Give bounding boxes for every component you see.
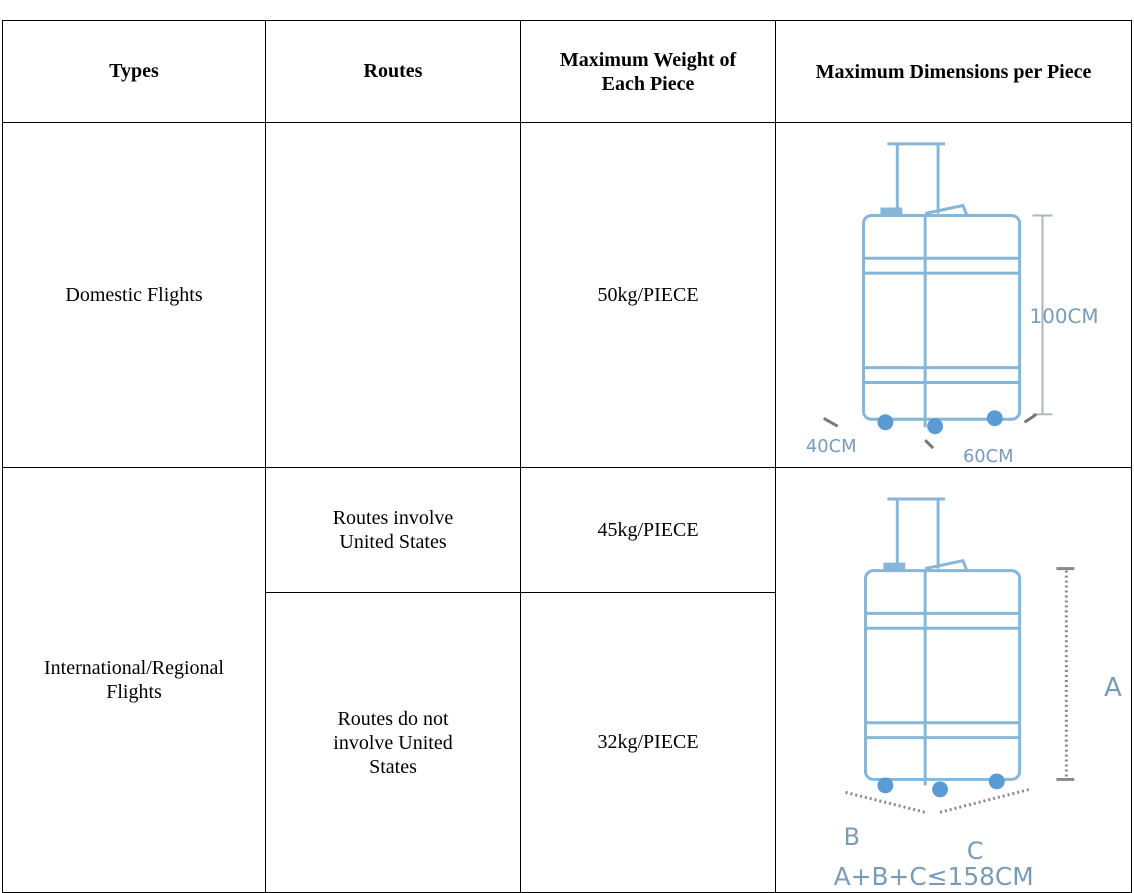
- header-row: Types Routes Maximum Weight of Each Piec…: [2, 20, 1132, 123]
- type: International/Regional Flights: [44, 657, 224, 703]
- cell: International/Regional Flights: [2, 467, 266, 893]
- suitcase-body: [864, 568, 1022, 781]
- route: Routes do not involve United States: [333, 707, 453, 778]
- wheel: [988, 772, 1005, 789]
- header-cell: Routes: [265, 20, 521, 123]
- dimension-rule: A+B+C≤158CM: [834, 861, 1034, 890]
- header: Routes: [363, 60, 423, 82]
- bands: [865, 570, 1020, 785]
- wheel: [927, 417, 944, 434]
- suitcase-figure: A B C A+B+C≤158CM: [834, 497, 1122, 890]
- bands: [863, 214, 1020, 427]
- header-cell: Types: [2, 20, 266, 123]
- international-row: International/Regional Flights Routes in…: [2, 467, 1132, 893]
- cell: 45kg/PIECE: [520, 467, 776, 593]
- dimension-label: B: [844, 823, 860, 851]
- latch: [924, 203, 969, 216]
- wheel: [877, 776, 894, 793]
- latch: [883, 562, 906, 571]
- dimension-marks: [823, 412, 1038, 449]
- dimension-line: [1056, 566, 1075, 781]
- dimension-label: A: [1104, 672, 1122, 702]
- header: Maximum Dimensions per Piece: [815, 60, 1092, 83]
- dimension-label: 40CM: [806, 436, 857, 457]
- route: Routes involve United States: [332, 507, 454, 553]
- wheel: [986, 409, 1003, 426]
- cell: [265, 122, 521, 468]
- wheel: [877, 413, 894, 430]
- dimension-label: 100CM: [1030, 304, 1099, 327]
- wheel: [932, 780, 949, 797]
- cell: Routes do not involve United States: [265, 592, 521, 893]
- baggage-table: Types Routes Maximum Weight of Each Piec…: [2, 20, 1132, 893]
- header: Types: [109, 60, 159, 82]
- weight: 45kg/PIECE: [597, 518, 699, 541]
- domestic-row: Domestic Flights 50kg/PIECE 100CM 40CM 6…: [2, 122, 1132, 468]
- cell: Routes involve United States: [265, 467, 521, 593]
- cell: 100CM 40CM 60CM: [775, 122, 1132, 468]
- cell: 32kg/PIECE: [520, 592, 776, 893]
- cell: Domestic Flights: [2, 122, 266, 468]
- weight: 50kg/PIECE: [597, 283, 699, 306]
- dimension-line: [845, 787, 1030, 814]
- dimension-label: C: [967, 836, 984, 864]
- header-cell: Maximum Weight of Each Piece: [520, 20, 776, 123]
- handle: [887, 141, 946, 213]
- handle: [887, 497, 946, 569]
- cell: 50kg/PIECE: [520, 122, 776, 468]
- header: Maximum Weight of Each Piece: [559, 48, 737, 95]
- suitcase-figure: 100CM 40CM 60CM: [806, 141, 1099, 467]
- type: Domestic Flights: [65, 283, 203, 306]
- international-row: Routes do not involve United States 32kg…: [3, 592, 1132, 893]
- weight: 32kg/PIECE: [597, 731, 699, 753]
- header-cell: Maximum Dimensions per Piece: [775, 20, 1132, 123]
- dimension-label: 60CM: [963, 446, 1014, 467]
- suitcase-body: [862, 213, 1022, 421]
- cell: A B C A+B+C≤158CM: [775, 467, 1132, 893]
- latch: [880, 207, 903, 215]
- latch: [924, 558, 969, 571]
